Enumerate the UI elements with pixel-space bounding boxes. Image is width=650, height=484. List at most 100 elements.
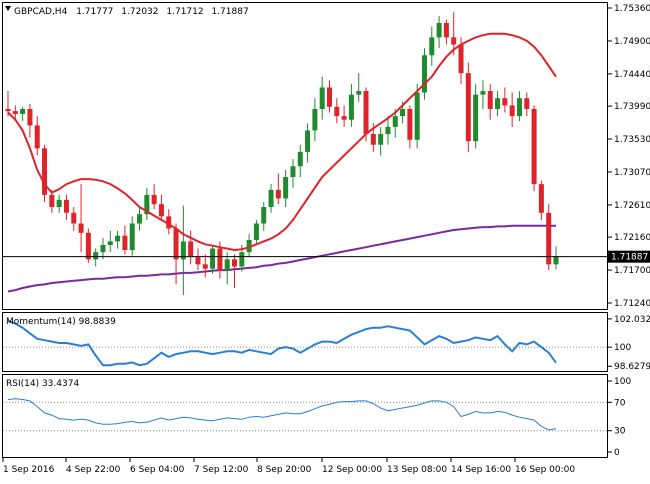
candle — [436, 15, 442, 49]
candle — [341, 105, 347, 127]
candle-body — [100, 245, 106, 253]
candle-body — [326, 87, 332, 107]
candle-body — [180, 241, 186, 260]
candle — [188, 230, 194, 265]
candle — [34, 116, 40, 156]
candle — [531, 105, 537, 192]
candle — [495, 91, 501, 117]
candle-body — [348, 94, 354, 120]
candle — [137, 207, 143, 231]
open-value: 1.71777 — [76, 7, 113, 17]
candle — [538, 180, 544, 220]
candle — [195, 248, 201, 271]
candle — [144, 187, 150, 220]
candle — [283, 169, 289, 208]
candle-body — [400, 108, 406, 117]
chart-title: GBPCAD,H4 1.71777 1.72032 1.71712 1.7188… — [14, 7, 249, 17]
candle — [516, 91, 522, 122]
rsi-layer — [3, 398, 607, 432]
time-tick-label: 4 Sep 22:00 — [66, 465, 121, 475]
candle-body — [144, 194, 150, 215]
candle-body — [49, 194, 55, 208]
axis-layer: 1.75360 1.74900 1.74440 1.73990 1.73530 1.730… — [2, 4, 650, 475]
price-tick-label: 1.73990 — [614, 102, 650, 112]
candle-body — [407, 108, 413, 140]
candle-body — [115, 235, 121, 242]
candle — [326, 80, 332, 113]
momentum-tick-label: 100 — [614, 343, 631, 353]
candle-body — [451, 37, 457, 45]
candle — [363, 87, 369, 142]
momentum-layer — [3, 319, 607, 367]
candle — [27, 103, 33, 138]
candle-body — [5, 108, 11, 112]
candle-body — [370, 134, 376, 145]
candle — [56, 194, 62, 213]
price-tick-label: 1.74440 — [614, 70, 650, 80]
close-value: 1.71887 — [211, 7, 248, 17]
price-panel-frame — [2, 2, 608, 310]
candle-body — [42, 148, 48, 195]
candle — [93, 248, 99, 267]
candle — [312, 98, 318, 142]
candle-body — [27, 108, 33, 126]
candle-body — [443, 23, 449, 38]
price-tick-label: 1.72610 — [614, 201, 650, 211]
candle — [210, 245, 216, 274]
candle — [429, 26, 435, 66]
candle-body — [56, 199, 62, 208]
candle-body — [509, 105, 515, 117]
candle-body — [480, 91, 486, 95]
candle-body — [487, 91, 493, 109]
candle — [246, 234, 252, 258]
candle — [100, 237, 106, 260]
candle — [107, 230, 113, 253]
candle — [78, 184, 84, 253]
candle-body — [232, 259, 238, 267]
candle-body — [20, 108, 26, 114]
candle — [524, 92, 530, 117]
candle-body — [78, 223, 84, 233]
candle-body — [224, 259, 230, 271]
candle — [356, 73, 362, 102]
candle — [115, 230, 121, 249]
candle-body — [553, 256, 559, 265]
candle-body — [414, 92, 420, 140]
candle-body — [312, 108, 318, 131]
candle-body — [188, 241, 194, 258]
candle-body — [202, 264, 208, 269]
candle — [480, 80, 486, 109]
candle-body — [458, 44, 464, 74]
candle-body — [283, 176, 289, 199]
candle-body — [538, 184, 544, 213]
candle — [129, 216, 135, 256]
candle-body — [546, 212, 552, 265]
price-tick-label: 1.73070 — [614, 168, 650, 178]
candle-body — [107, 241, 113, 246]
high-value: 1.72032 — [121, 7, 158, 17]
candle-body — [217, 248, 223, 271]
candle — [465, 62, 471, 152]
collapse-triangle-icon[interactable] — [5, 6, 11, 11]
candle-body — [319, 87, 325, 109]
candle-body — [71, 212, 77, 224]
candle-body — [473, 94, 479, 142]
candle-body — [195, 257, 201, 265]
candle — [202, 254, 208, 278]
price-tick-label: 1.72160 — [614, 233, 650, 243]
rsi-tick-label: 100 — [614, 377, 631, 387]
rsi-tick-label: 70 — [614, 398, 626, 408]
candle — [473, 83, 479, 149]
candle-body — [246, 239, 252, 253]
rsi-tick-label: 30 — [614, 427, 626, 437]
candle — [261, 202, 267, 231]
candle-body — [305, 130, 311, 152]
candle-body — [173, 228, 179, 260]
candle — [180, 205, 186, 296]
candle-body — [297, 151, 303, 167]
candle — [275, 173, 281, 205]
candle-body — [261, 207, 267, 224]
candle-body — [429, 37, 435, 56]
